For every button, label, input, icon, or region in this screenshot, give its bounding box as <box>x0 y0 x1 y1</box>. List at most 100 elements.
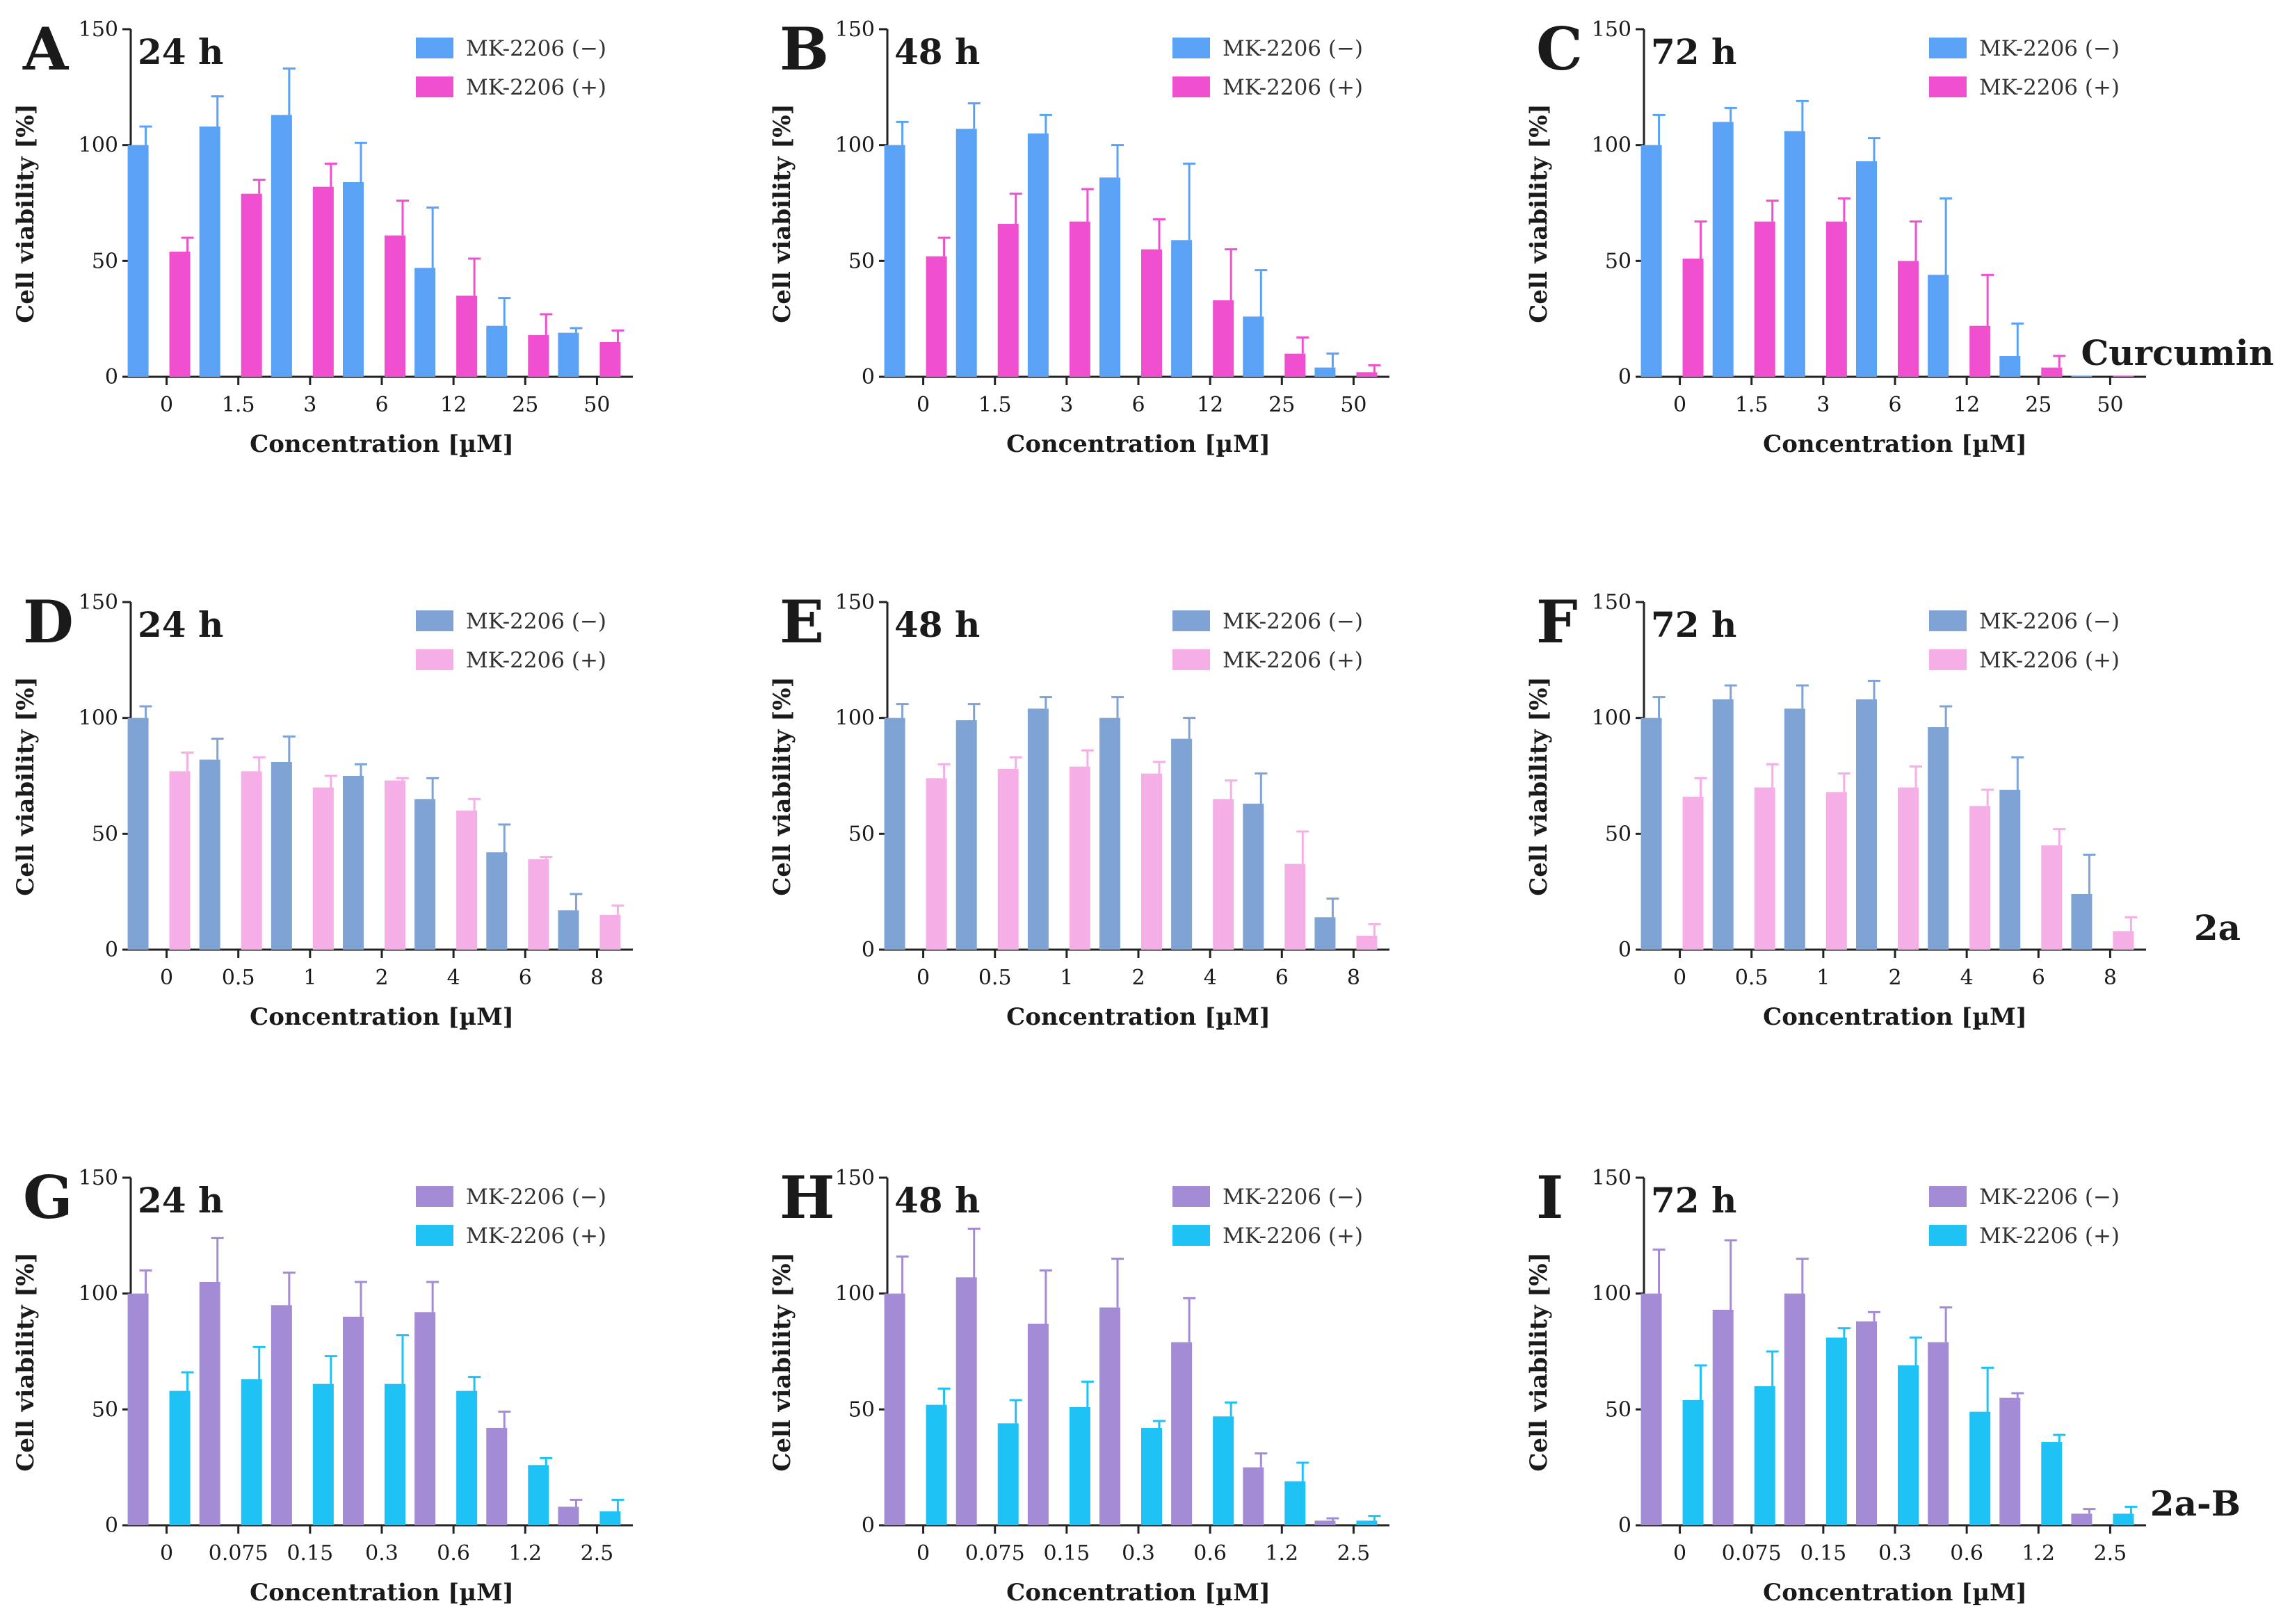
panel-f: F 72 h 0 50 100 150 Cell viability [%] 0 0.5 1 2 4 6… <box>1525 587 2146 1031</box>
bar-c-s0 <box>1856 161 1877 377</box>
bar-a-s1 <box>241 193 262 377</box>
y-tick-label-i: 100 <box>1592 1282 1631 1306</box>
bar-g-s0 <box>127 1293 149 1525</box>
bar-f-s1 <box>2113 931 2134 950</box>
x-axis-title-c: Concentration [µM] <box>1763 430 2027 458</box>
bar-e-s1 <box>1213 799 1234 950</box>
bar-f-s1 <box>1682 797 1704 950</box>
legend-swatch-f-s0 <box>1929 610 1967 631</box>
legend-label-d-s1: MK-2206 (+) <box>466 648 606 673</box>
bar-a-s0 <box>199 127 220 377</box>
bar-d-s0 <box>414 799 436 950</box>
bar-h-s0 <box>1027 1324 1049 1525</box>
bar-g-s0 <box>558 1507 579 1525</box>
x-tick-label-b: 25 <box>1268 393 1295 417</box>
legend-swatch-e-s1 <box>1172 649 1210 670</box>
y-tick-label-i: 150 <box>1592 1166 1631 1190</box>
bar-h-s0 <box>1099 1307 1120 1525</box>
y-tick-label-c: 50 <box>1605 249 1631 273</box>
row-label-curcumin: Curcumin <box>2081 332 2274 373</box>
bar-e-s0 <box>884 717 905 950</box>
x-axis-title-i: Concentration [µM] <box>1763 1579 2027 1607</box>
bar-b-s0 <box>884 145 905 377</box>
bar-f-s0 <box>1712 699 1734 950</box>
x-axis-title-a: Concentration [µM] <box>250 430 514 458</box>
y-tick-label-e: 50 <box>848 822 875 846</box>
x-tick-label-a: 25 <box>512 393 538 417</box>
legend-swatch-h-s1 <box>1172 1225 1210 1246</box>
bar-e-s1 <box>1141 773 1162 950</box>
bar-d-s1 <box>169 771 191 950</box>
y-tick-label-f: 0 <box>1618 938 1631 962</box>
x-tick-label-b: 1.5 <box>978 393 1012 417</box>
y-axis-title-b: Cell viability [%] <box>768 104 796 323</box>
y-tick-label-d: 150 <box>79 590 118 615</box>
bar-a-s0 <box>486 325 508 377</box>
bar-i-s1 <box>1898 1365 1919 1525</box>
bar-b-s1 <box>997 224 1019 377</box>
x-tick-label-e: 8 <box>1347 966 1360 990</box>
bar-g-s1 <box>599 1511 621 1525</box>
y-tick-label-e: 0 <box>862 938 875 962</box>
x-tick-label-b: 3 <box>1060 393 1073 417</box>
x-tick-label-i: 0 <box>1673 1541 1686 1566</box>
y-tick-label-d: 100 <box>79 706 118 731</box>
bar-a-s1 <box>456 295 478 377</box>
legend-label-e-s1: MK-2206 (+) <box>1223 648 1363 673</box>
bar-d-s1 <box>599 915 621 950</box>
bar-g-s0 <box>199 1282 220 1525</box>
bar-f-s1 <box>1754 787 1775 950</box>
y-tick-label-f: 100 <box>1592 706 1631 731</box>
bar-f-s1 <box>1825 792 1847 950</box>
panel-letter-d: D <box>23 587 74 656</box>
y-tick-label-b: 0 <box>862 365 875 389</box>
bar-d-s1 <box>456 811 478 950</box>
x-tick-label-g: 0.6 <box>437 1541 470 1566</box>
bar-i-s1 <box>1969 1411 1991 1525</box>
x-tick-label-h: 0.075 <box>965 1541 1025 1566</box>
bar-g-s1 <box>312 1383 334 1525</box>
bar-f-s1 <box>2041 845 2063 950</box>
bar-d-s0 <box>343 776 364 950</box>
x-tick-label-h: 0.3 <box>1122 1541 1155 1566</box>
x-tick-label-a: 0 <box>160 393 173 417</box>
y-axis-title-f: Cell viability [%] <box>1525 676 1553 895</box>
legend-swatch-d-s1 <box>416 649 453 670</box>
x-tick-label-d: 2 <box>375 966 388 990</box>
bar-g-s1 <box>528 1465 549 1525</box>
panel-i: I 72 h 0 50 100 150 Cell viability [%] 0 0.075 0.… <box>1525 1163 2146 1607</box>
bar-f-s0 <box>1640 717 1662 950</box>
x-tick-label-d: 8 <box>590 966 604 990</box>
y-axis-title-c: Cell viability [%] <box>1525 104 1553 323</box>
bar-a-s1 <box>599 342 621 377</box>
bar-d-s0 <box>127 717 149 950</box>
bar-e-s1 <box>997 769 1019 950</box>
x-tick-label-a: 50 <box>583 393 610 417</box>
bar-e-s0 <box>1314 917 1336 950</box>
y-tick-label-e: 100 <box>835 706 875 731</box>
legend-label-h-s1: MK-2206 (+) <box>1223 1224 1363 1249</box>
legend-label-d-s0: MK-2206 (−) <box>466 609 606 634</box>
panel-letter-e: E <box>780 587 824 656</box>
panel-g: G 24 h 0 50 100 150 Cell viability [%] 0 0.075 0.… <box>12 1163 633 1607</box>
bar-g-s1 <box>456 1390 478 1525</box>
bar-g-s1 <box>169 1390 191 1525</box>
x-tick-label-c: 25 <box>2025 393 2051 417</box>
panel-h: H 48 h 0 50 100 150 Cell viability [%] 0 0.075 0.… <box>768 1163 1389 1607</box>
y-tick-label-b: 100 <box>835 133 875 158</box>
x-tick-label-e: 1 <box>1060 966 1073 990</box>
x-tick-label-c: 0 <box>1673 393 1686 417</box>
bar-f-s0 <box>2071 894 2093 950</box>
bar-d-s1 <box>385 780 405 950</box>
y-tick-label-i: 0 <box>1618 1513 1631 1538</box>
time-label-g: 24 h <box>138 1180 223 1221</box>
bar-c-s1 <box>1754 221 1775 377</box>
bar-b-s1 <box>1069 221 1090 377</box>
bar-h-s1 <box>1141 1428 1162 1525</box>
legend-swatch-c-s0 <box>1929 38 1967 58</box>
x-tick-label-h: 1.2 <box>1265 1541 1298 1566</box>
x-tick-label-d: 0.5 <box>222 966 255 990</box>
bar-a-s0 <box>343 182 364 377</box>
x-axis-title-g: Concentration [µM] <box>250 1579 514 1607</box>
